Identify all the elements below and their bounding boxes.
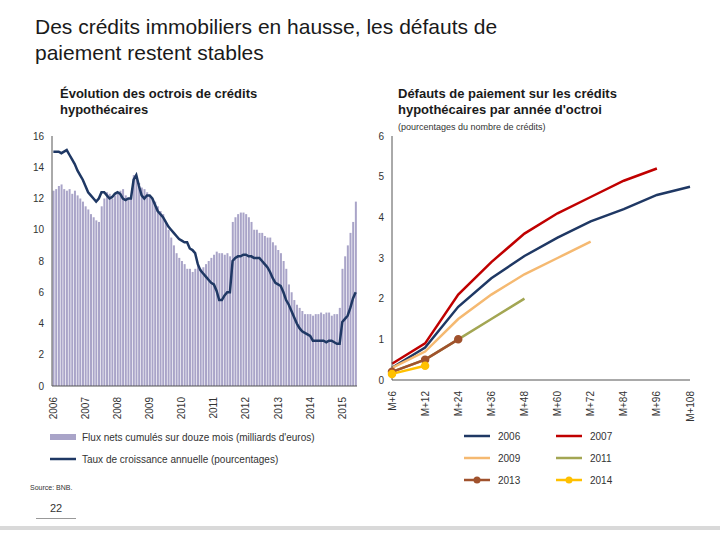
svg-text:M+36: M+36 xyxy=(486,391,497,417)
svg-text:5: 5 xyxy=(378,171,384,182)
svg-text:2009: 2009 xyxy=(144,397,155,420)
html-text:Flux nets cumulés sur douze mo: Flux nets cumulés sur douze mois (millia… xyxy=(82,431,315,443)
svg-text:0: 0 xyxy=(378,375,384,386)
svg-text:1: 1 xyxy=(378,334,384,345)
svg-text:M+12: M+12 xyxy=(420,391,431,417)
html-text:2009: 2009 xyxy=(498,452,521,464)
svg-text:M+96: M+96 xyxy=(651,391,662,417)
svg-text:2011: 2011 xyxy=(208,397,219,419)
html-text:Des crédits immobiliers en hau: Des crédits immobiliers en hausse, les d… xyxy=(35,15,498,64)
svg-text:3: 3 xyxy=(378,253,384,264)
svg-text:2014: 2014 xyxy=(305,397,316,420)
svg-text:M+84: M+84 xyxy=(618,391,629,417)
svg-text:M+72: M+72 xyxy=(585,391,596,417)
svg-text:6: 6 xyxy=(378,131,384,142)
svg-text:10: 10 xyxy=(33,224,45,235)
svg-text:4: 4 xyxy=(378,212,384,223)
svg-text:M+24: M+24 xyxy=(453,391,464,417)
svg-text:2008: 2008 xyxy=(112,397,123,420)
html-text:2006: 2006 xyxy=(498,430,521,442)
html-text:2013: 2013 xyxy=(498,474,521,486)
html-text:Source: BNB.: Source: BNB. xyxy=(30,484,73,491)
html-text:2011: 2011 xyxy=(590,452,612,464)
html-text:Défauts de paiement sur les cr: Défauts de paiement sur les crédits hypo… xyxy=(398,86,617,117)
svg-text:2013: 2013 xyxy=(273,397,284,420)
svg-text:0: 0 xyxy=(38,381,44,392)
svg-text:12: 12 xyxy=(33,193,45,204)
svg-text:2: 2 xyxy=(378,293,384,304)
svg-text:2007: 2007 xyxy=(80,397,91,420)
svg-text:14: 14 xyxy=(33,162,45,173)
svg-text:M+48: M+48 xyxy=(519,391,530,417)
svg-text:8: 8 xyxy=(38,256,44,267)
svg-text:M+108: M+108 xyxy=(685,391,696,422)
svg-text:2006: 2006 xyxy=(48,397,59,420)
svg-text:2012: 2012 xyxy=(240,397,251,420)
svg-text:16: 16 xyxy=(33,131,45,142)
svg-text:M+6: M+6 xyxy=(387,391,398,411)
svg-text:6: 6 xyxy=(38,287,44,298)
html-text:Taux de croissance annuelle (p: Taux de croissance annuelle (pourcentage… xyxy=(82,453,279,465)
svg-text:2015: 2015 xyxy=(337,397,348,420)
svg-text:2010: 2010 xyxy=(176,397,187,420)
svg-text:4: 4 xyxy=(38,318,44,329)
html-text:22: 22 xyxy=(49,502,63,514)
svg-text:2: 2 xyxy=(38,349,44,360)
html-text:2014: 2014 xyxy=(590,474,613,486)
svg-text:M+60: M+60 xyxy=(552,391,563,417)
html-text:(pourcentages du nombre de cré: (pourcentages du nombre de crédits) xyxy=(398,122,546,132)
html-text:2007: 2007 xyxy=(590,430,613,442)
html-text:Évolution des octrois de crédi: Évolution des octrois de crédits hypothé… xyxy=(60,86,258,117)
